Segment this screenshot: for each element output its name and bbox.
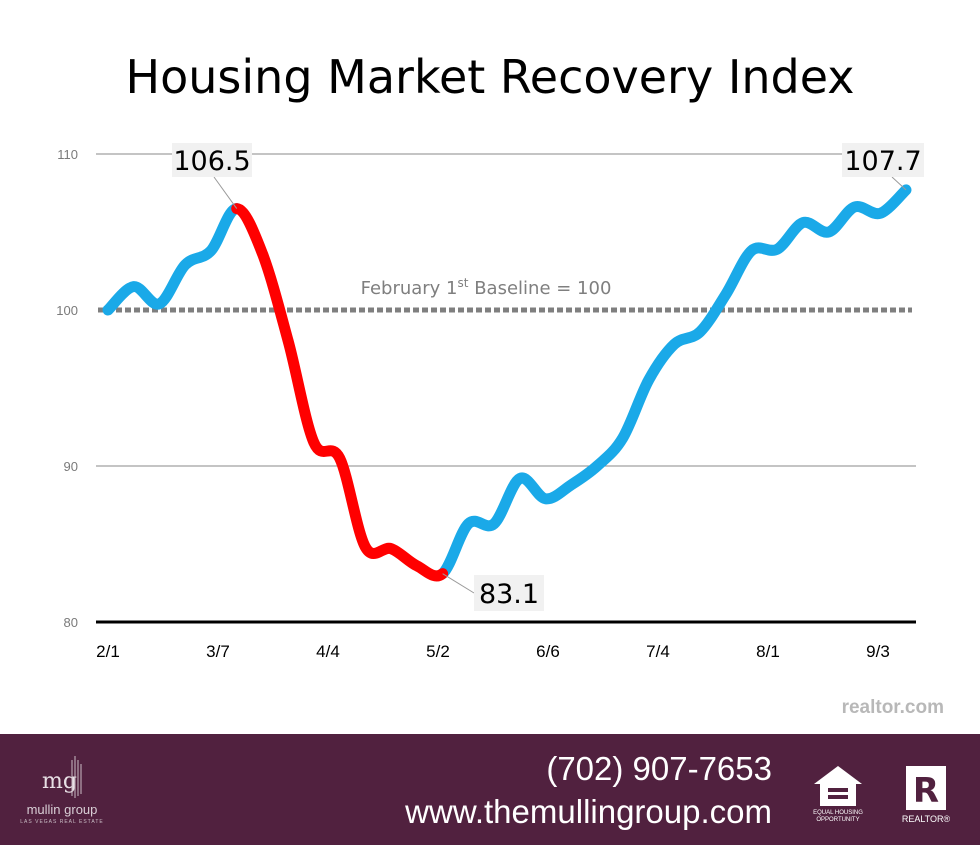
data-point [647, 378, 651, 382]
realtor-r-icon: R [906, 766, 946, 811]
data-point [209, 249, 213, 253]
phone-number[interactable]: (702) 907-7653 [546, 750, 772, 787]
data-point [595, 464, 599, 468]
series-segment-rise [102, 203, 243, 316]
data-point [698, 330, 702, 334]
realtor-label: REALTOR® [901, 814, 951, 824]
callout-label: 107.7 [844, 146, 921, 177]
callout: 83.1 [442, 573, 544, 611]
data-point [827, 230, 831, 234]
data-point [106, 308, 110, 312]
eho-label: EQUAL HOUSING OPPORTUNITY [813, 810, 863, 823]
data-point [518, 476, 522, 480]
callout-box [842, 143, 924, 177]
data-point [544, 497, 548, 501]
y-tick-label: 80 [64, 615, 78, 630]
callout-leader [891, 176, 907, 191]
y-tick-label: 90 [64, 459, 78, 474]
callout-leader [213, 176, 238, 209]
baseline-label: February 1st Baseline = 100 [361, 276, 612, 299]
callout-box [474, 575, 544, 611]
data-point [183, 263, 187, 267]
callouts: 106.5 83.1 107.7 [172, 143, 924, 611]
data-point [338, 456, 342, 460]
data-point [363, 545, 367, 549]
x-tick-label: 6/6 [536, 642, 560, 661]
equal-housing-logo: EQUAL HOUSING OPPORTUNITY [810, 762, 866, 824]
callout: 106.5 [172, 143, 252, 209]
data-point [853, 205, 857, 209]
website-link[interactable]: www.themullingroup.com [405, 793, 772, 830]
logo-monogram-icon: mg [42, 756, 82, 798]
data-point [569, 483, 573, 487]
x-tick-label: 8/1 [756, 642, 780, 661]
series-segment-decline [231, 203, 449, 582]
series-line [102, 184, 912, 582]
line-chart: 80 90 100 110 2/1 3/7 4/4 5/2 6/6 7/4 8/1 9/3 Febr… [56, 143, 924, 661]
realtor-letter: R [913, 771, 939, 811]
x-tick-label: 4/4 [316, 642, 340, 661]
x-tick-label: 7/4 [646, 642, 670, 661]
source-label: realtor.com [841, 697, 944, 718]
data-point [466, 522, 470, 526]
logo-name: mullin group [26, 802, 98, 817]
callout: 107.7 [842, 143, 924, 191]
realtor-logo: R REALTOR® [898, 762, 954, 824]
data-point [389, 547, 393, 551]
footer-bar: mg mullin group LAS VEGAS REAL ESTATE (7… [0, 734, 980, 845]
callout-label: 83.1 [479, 579, 539, 610]
data-point [775, 247, 779, 251]
data-point [492, 522, 496, 526]
y-tick-label: 110 [57, 147, 78, 162]
baseline: February 1st Baseline = 100 [98, 276, 912, 313]
callout-label: 106.5 [173, 146, 250, 177]
data-point [132, 285, 136, 289]
x-tick-labels: 2/1 3/7 4/4 5/2 6/6 7/4 8/1 9/3 [96, 642, 890, 661]
data-point [724, 292, 728, 296]
svg-text:mg: mg [42, 769, 77, 794]
data-point [672, 342, 676, 346]
data-point [801, 221, 805, 225]
series-segment-recovery [437, 184, 912, 580]
x-tick-label: 5/2 [426, 642, 450, 661]
callout-leader [442, 573, 475, 594]
callout-box [172, 143, 252, 177]
data-point [312, 441, 316, 445]
logo-tagline: LAS VEGAS REAL ESTATE [20, 819, 104, 825]
chart-title: Housing Market Recovery Index [125, 50, 855, 104]
x-tick-label: 9/3 [866, 642, 890, 661]
data-point [621, 436, 625, 440]
y-tick-labels: 80 90 100 110 [56, 147, 78, 630]
house-icon [814, 766, 862, 806]
data-point [415, 564, 419, 568]
data-point [878, 211, 882, 215]
x-tick-label: 2/1 [96, 642, 120, 661]
data-point [260, 252, 264, 256]
data-point [286, 339, 290, 343]
y-tick-label: 100 [56, 303, 78, 318]
mullin-group-logo: mg mullin group LAS VEGAS REAL ESTATE [18, 752, 118, 838]
x-tick-label: 3/7 [206, 642, 230, 661]
data-point [157, 302, 161, 306]
data-point [750, 249, 754, 253]
